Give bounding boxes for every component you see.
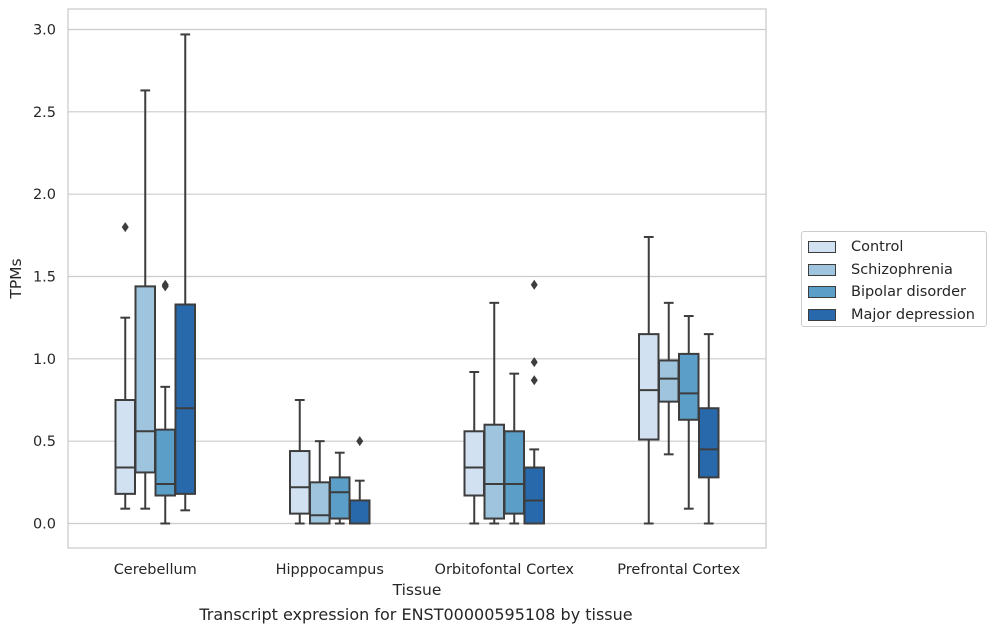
x-tick-label: Hipppocampus [276, 562, 384, 578]
outlier-point [356, 436, 364, 447]
box [523, 466, 545, 525]
box-plot-element [658, 301, 680, 456]
legend-swatch-schizophrenia [808, 263, 836, 276]
box-plot-element [523, 279, 545, 525]
legend-item-bipolar-disorder: Bipolar disorder [808, 281, 986, 304]
box-plot-element [349, 436, 371, 525]
y-tick-label: 1.5 [33, 270, 56, 286]
box [329, 476, 351, 520]
box [503, 430, 525, 515]
box [174, 303, 196, 495]
box [289, 450, 311, 515]
x-tick-label: Orbitofontal Cortex [435, 562, 575, 578]
outlier-point [161, 279, 169, 290]
box-plot-element [698, 333, 720, 525]
outlier-point [530, 375, 538, 386]
legend-label-schizophrenia: Schizophrenia [851, 261, 953, 278]
x-axis-title: Tissue [392, 581, 442, 599]
box [134, 285, 156, 474]
chart-legend: Control Schizophrenia Bipolar disorder M… [801, 231, 987, 327]
box [463, 430, 485, 497]
legend-label-control: Control [851, 239, 904, 256]
legend-item-major-depression: Major depression [808, 304, 986, 327]
box-plot-element [503, 372, 525, 525]
box [638, 333, 660, 441]
outlier-point [530, 357, 538, 368]
box-plot-element [329, 451, 351, 525]
y-axis-title: TPMs [7, 258, 25, 299]
box [698, 407, 720, 479]
box [349, 499, 371, 525]
outlier-point [530, 279, 538, 290]
box [658, 359, 680, 403]
box [309, 481, 331, 525]
box-plot-element [463, 371, 485, 525]
y-tick-label: 2.0 [33, 187, 56, 203]
chart-caption: Transcript expression for ENST0000059510… [199, 605, 633, 624]
box [678, 352, 700, 421]
box [154, 428, 176, 497]
box [483, 423, 505, 520]
legend-swatch-control [808, 241, 836, 254]
box-plot-element [678, 315, 700, 510]
legend-label-bipolar-disorder: Bipolar disorder [851, 284, 966, 301]
x-tick-label: Prefrontal Cortex [617, 562, 740, 578]
legend-swatch-major-depression [808, 308, 836, 321]
legend-swatch-bipolar-disorder [808, 286, 836, 299]
y-tick-label: 0.5 [33, 434, 56, 450]
y-tick-label: 3.0 [33, 23, 56, 39]
legend-item-control: Control [808, 236, 986, 259]
y-tick-label: 2.5 [33, 105, 56, 121]
legend-label-major-depression: Major depression [851, 306, 975, 323]
box [114, 399, 136, 495]
legend-item-schizophrenia: Schizophrenia [808, 259, 986, 282]
box-plot-element [174, 33, 196, 512]
box-plot-element [289, 399, 311, 525]
x-tick-label: Cerebellum [114, 562, 197, 578]
outlier-point [121, 222, 129, 233]
box-plot-element [134, 89, 156, 510]
y-tick-label: 0.0 [33, 517, 56, 533]
y-tick-label: 1.0 [33, 352, 56, 368]
